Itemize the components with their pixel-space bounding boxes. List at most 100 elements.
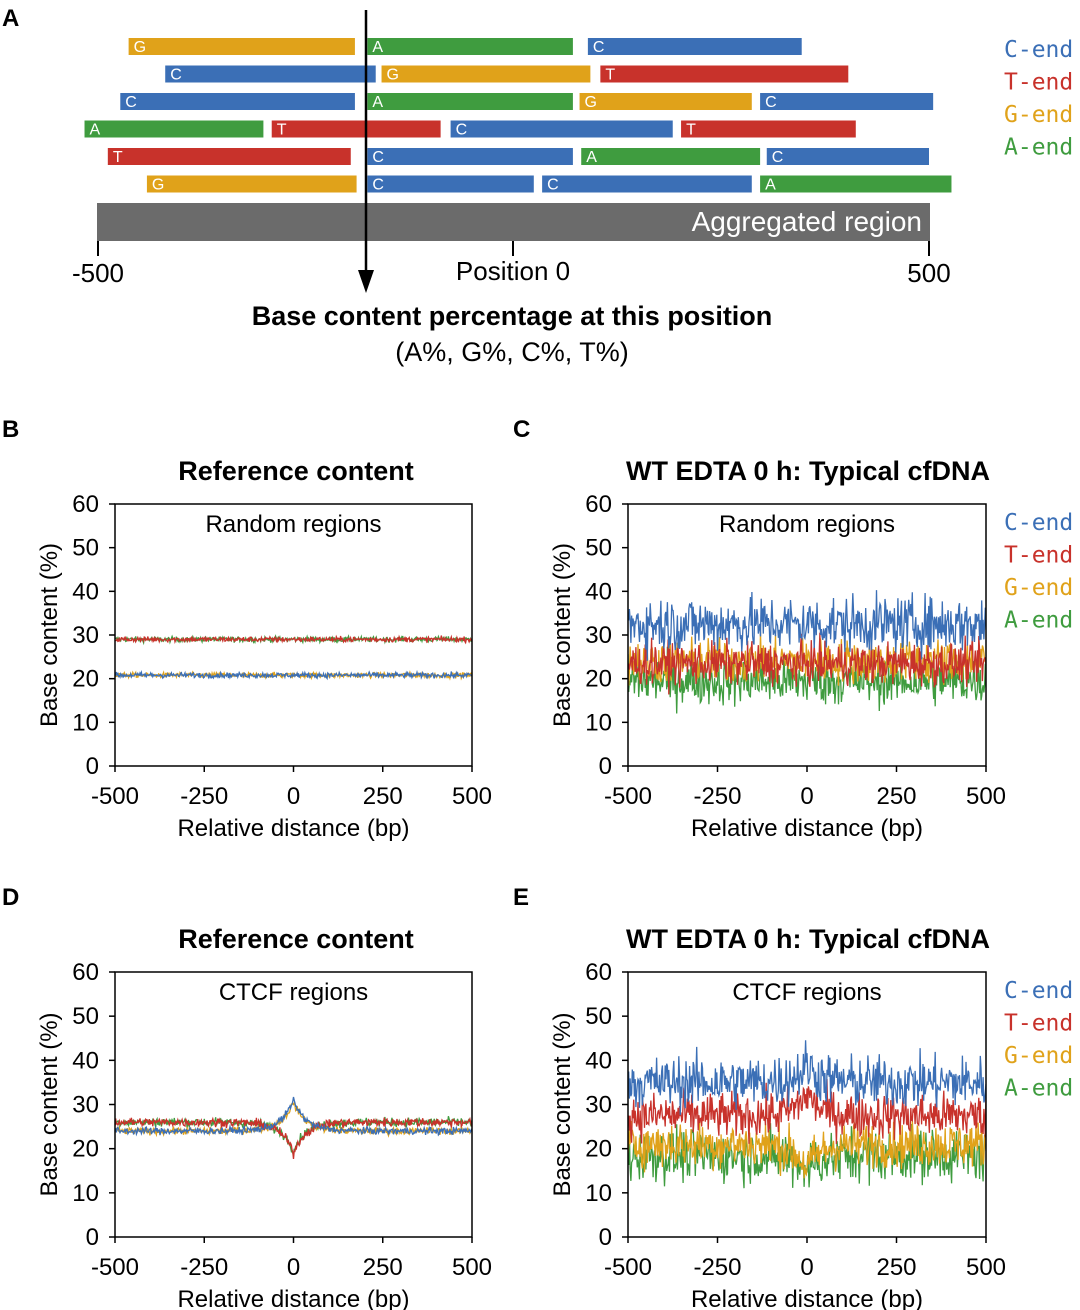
legend-panel-c: C-end T-end G-end A-end — [1004, 510, 1073, 634]
fragment-T-end-r5-1 — [107, 148, 351, 165]
x-tick-label: 0 — [800, 1254, 813, 1281]
x-axis-label: Relative distance (bp) — [691, 815, 923, 842]
scale-label-center: Position 0 — [456, 256, 570, 286]
series-group — [115, 634, 472, 681]
panel-b: B Reference content 0 10 20 30 40 50 60 -500 -250 0… — [2, 416, 492, 842]
y-tick-label: 10 — [72, 709, 99, 736]
series-line-a-end — [628, 1123, 986, 1189]
fragment-base-label: G — [387, 67, 399, 84]
x-axis-label: Relative distance (bp) — [691, 1286, 923, 1310]
legend-c-t-end: T-end — [1004, 543, 1073, 569]
fragment-base-label: C — [765, 94, 777, 111]
fragment-G-end-r1-1 — [128, 38, 355, 55]
region-annotation: Random regions — [719, 511, 895, 538]
fragment-base-label: T — [686, 122, 696, 139]
fragment-C-end-r1-3 — [587, 38, 802, 55]
x-tick-label: 0 — [287, 783, 300, 810]
series-group — [115, 1096, 472, 1159]
legend-c-c-end: C-end — [1004, 510, 1073, 536]
panel-title: WT EDTA 0 h: Typical cfDNA — [626, 924, 990, 954]
y-tick-label: 40 — [72, 1047, 99, 1074]
y-tick-label: 0 — [86, 1224, 99, 1251]
y-axis-label: Base content (%) — [36, 543, 63, 727]
x-tick-label: -500 — [604, 1254, 652, 1281]
panel-title: Reference content — [178, 456, 414, 486]
series-line-c-end — [628, 1040, 986, 1116]
fragment-base-label: C — [372, 177, 384, 194]
fragment-base-label: G — [585, 94, 597, 111]
panel-d-letter: D — [2, 884, 19, 911]
caption-title: Base content percentage at this position — [252, 301, 773, 331]
fragment-C-end-r5-4 — [766, 148, 929, 165]
region-annotation: CTCF regions — [219, 979, 368, 1006]
series-line-t-end — [628, 632, 986, 695]
scale-label-left: -500 — [72, 258, 124, 288]
panel-title: WT EDTA 0 h: Typical cfDNA — [626, 456, 990, 486]
fragment-base-label: G — [134, 39, 146, 56]
fragment-base-label: C — [593, 39, 605, 56]
y-tick-label: 20 — [72, 1136, 99, 1163]
panel-title: Reference content — [178, 924, 414, 954]
y-axis-label: Base content (%) — [549, 1012, 576, 1196]
y-tick-label: 60 — [585, 959, 612, 986]
fragment-base-label: C — [772, 149, 784, 166]
fragment-base-label: T — [605, 67, 615, 84]
fragment-base-label: C — [547, 177, 559, 194]
y-tick-label: 40 — [585, 578, 612, 605]
legend-a-c-end: C-end — [1004, 37, 1073, 63]
x-tick-label: 250 — [876, 1254, 916, 1281]
chart-panels: B Reference content 0 10 20 30 40 50 60 -500 -250 0… — [2, 416, 1073, 1310]
legend-a-g-end: G-end — [1004, 102, 1073, 128]
panel-d: D Reference content 0 10 20 30 40 50 60 -500 -250 0… — [2, 884, 492, 1310]
position-arrow-head — [358, 270, 374, 293]
x-tick-label: 250 — [363, 783, 403, 810]
panel-b-letter: B — [2, 416, 19, 443]
series-line-c-end — [628, 590, 986, 661]
fragment-base-label: C — [125, 94, 137, 111]
fragment-base-label: G — [152, 177, 164, 194]
y-tick-label: 10 — [72, 1180, 99, 1207]
x-tick-label: -250 — [693, 1254, 741, 1281]
panel-c-letter: C — [513, 416, 530, 443]
legend-c-a-end: A-end — [1004, 608, 1073, 634]
fragment-T-end-r2-3 — [600, 65, 849, 83]
fragment-base-label: A — [765, 177, 776, 194]
x-tick-label: -250 — [180, 783, 228, 810]
fragment-G-end-r2-2 — [381, 65, 591, 83]
x-tick-label: -500 — [91, 783, 139, 810]
series-line-t-end — [115, 634, 472, 645]
fragment-G-end-r6-1 — [146, 175, 357, 193]
fragment-C-end-r6-2 — [367, 175, 534, 193]
x-tick-label: 0 — [800, 783, 813, 810]
y-tick-label: 30 — [72, 1092, 99, 1119]
x-tick-label: 500 — [966, 783, 1006, 810]
series-line-a-end — [628, 646, 986, 714]
legend-a-t-end: T-end — [1004, 70, 1073, 96]
region-annotation: Random regions — [205, 511, 381, 538]
x-tick-label: -500 — [604, 783, 652, 810]
x-tick-label: -250 — [180, 1254, 228, 1281]
y-tick-label: 20 — [72, 666, 99, 693]
legend-c-g-end: G-end — [1004, 575, 1073, 601]
fragment-base-label: T — [277, 122, 287, 139]
y-tick-label: 30 — [585, 622, 612, 649]
x-tick-label: 500 — [966, 1254, 1006, 1281]
x-axis-label: Relative distance (bp) — [177, 815, 409, 842]
fragment-rows: G A CC G TC A G CA T C TT C A CG C C A — [84, 38, 952, 194]
fragment-C-end-r5-2 — [367, 148, 573, 165]
panel-a-letter: A — [2, 5, 19, 32]
y-tick-label: 50 — [72, 1003, 99, 1030]
legend-e-c-end: C-end — [1004, 978, 1073, 1004]
plot-frame — [114, 503, 473, 767]
fragment-T-end-r4-2 — [271, 120, 441, 138]
legend-panel-e: C-end T-end G-end A-end — [1004, 978, 1073, 1102]
x-tick-label: 250 — [363, 1254, 403, 1281]
y-tick-label: 60 — [72, 491, 99, 518]
panel-c: C WT EDTA 0 h: Typical cfDNA 0 10 20 30 40 50 60… — [513, 416, 1073, 842]
x-axis-label: Relative distance (bp) — [177, 1286, 409, 1310]
y-tick-label: 20 — [585, 1136, 612, 1163]
y-tick-label: 50 — [585, 535, 612, 562]
y-tick-label: 60 — [72, 959, 99, 986]
fragment-base-label: T — [113, 149, 123, 166]
region-annotation: CTCF regions — [732, 979, 881, 1006]
